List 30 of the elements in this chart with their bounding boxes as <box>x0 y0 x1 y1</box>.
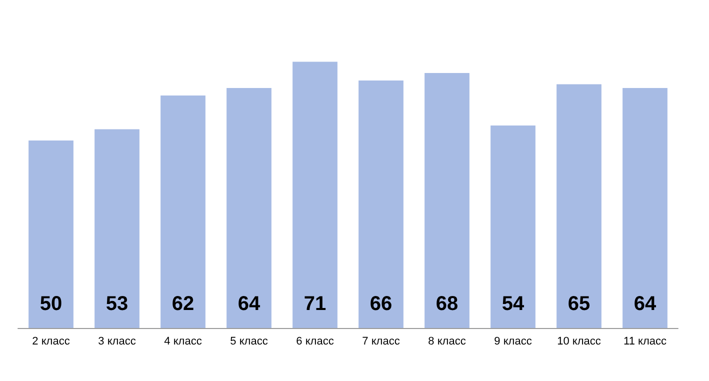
x-tick-label: 4 класс <box>164 336 202 348</box>
x-tick-label: 9 класс <box>494 336 532 348</box>
x-tick-label: 8 класс <box>428 336 466 348</box>
bar <box>160 96 206 328</box>
bar <box>490 126 536 328</box>
data-label: 71 <box>304 293 326 315</box>
x-tick-label: 10 класс <box>557 336 602 348</box>
data-label: 54 <box>502 293 525 315</box>
x-tick-label: 3 класс <box>98 336 136 348</box>
data-label: 66 <box>370 293 392 315</box>
x-tick-label: 7 класс <box>362 336 400 348</box>
bar <box>424 73 470 328</box>
x-tick-label: 11 класс <box>624 336 667 348</box>
data-label: 53 <box>106 293 128 315</box>
x-tick-label: 5 класс <box>230 336 268 348</box>
data-label: 68 <box>436 293 458 315</box>
bar <box>292 62 338 328</box>
data-label: 64 <box>238 293 261 315</box>
bar <box>94 129 140 328</box>
bar <box>556 84 602 328</box>
data-label: 62 <box>172 293 194 315</box>
data-label: 65 <box>568 293 590 315</box>
bar <box>226 88 272 328</box>
data-label: 64 <box>634 293 657 315</box>
bar <box>28 140 74 328</box>
data-label: 50 <box>40 293 62 315</box>
x-tick-label: 6 класс <box>296 336 334 348</box>
bar <box>622 88 668 328</box>
bar <box>358 80 404 328</box>
x-tick-label: 2 класс <box>32 336 70 348</box>
